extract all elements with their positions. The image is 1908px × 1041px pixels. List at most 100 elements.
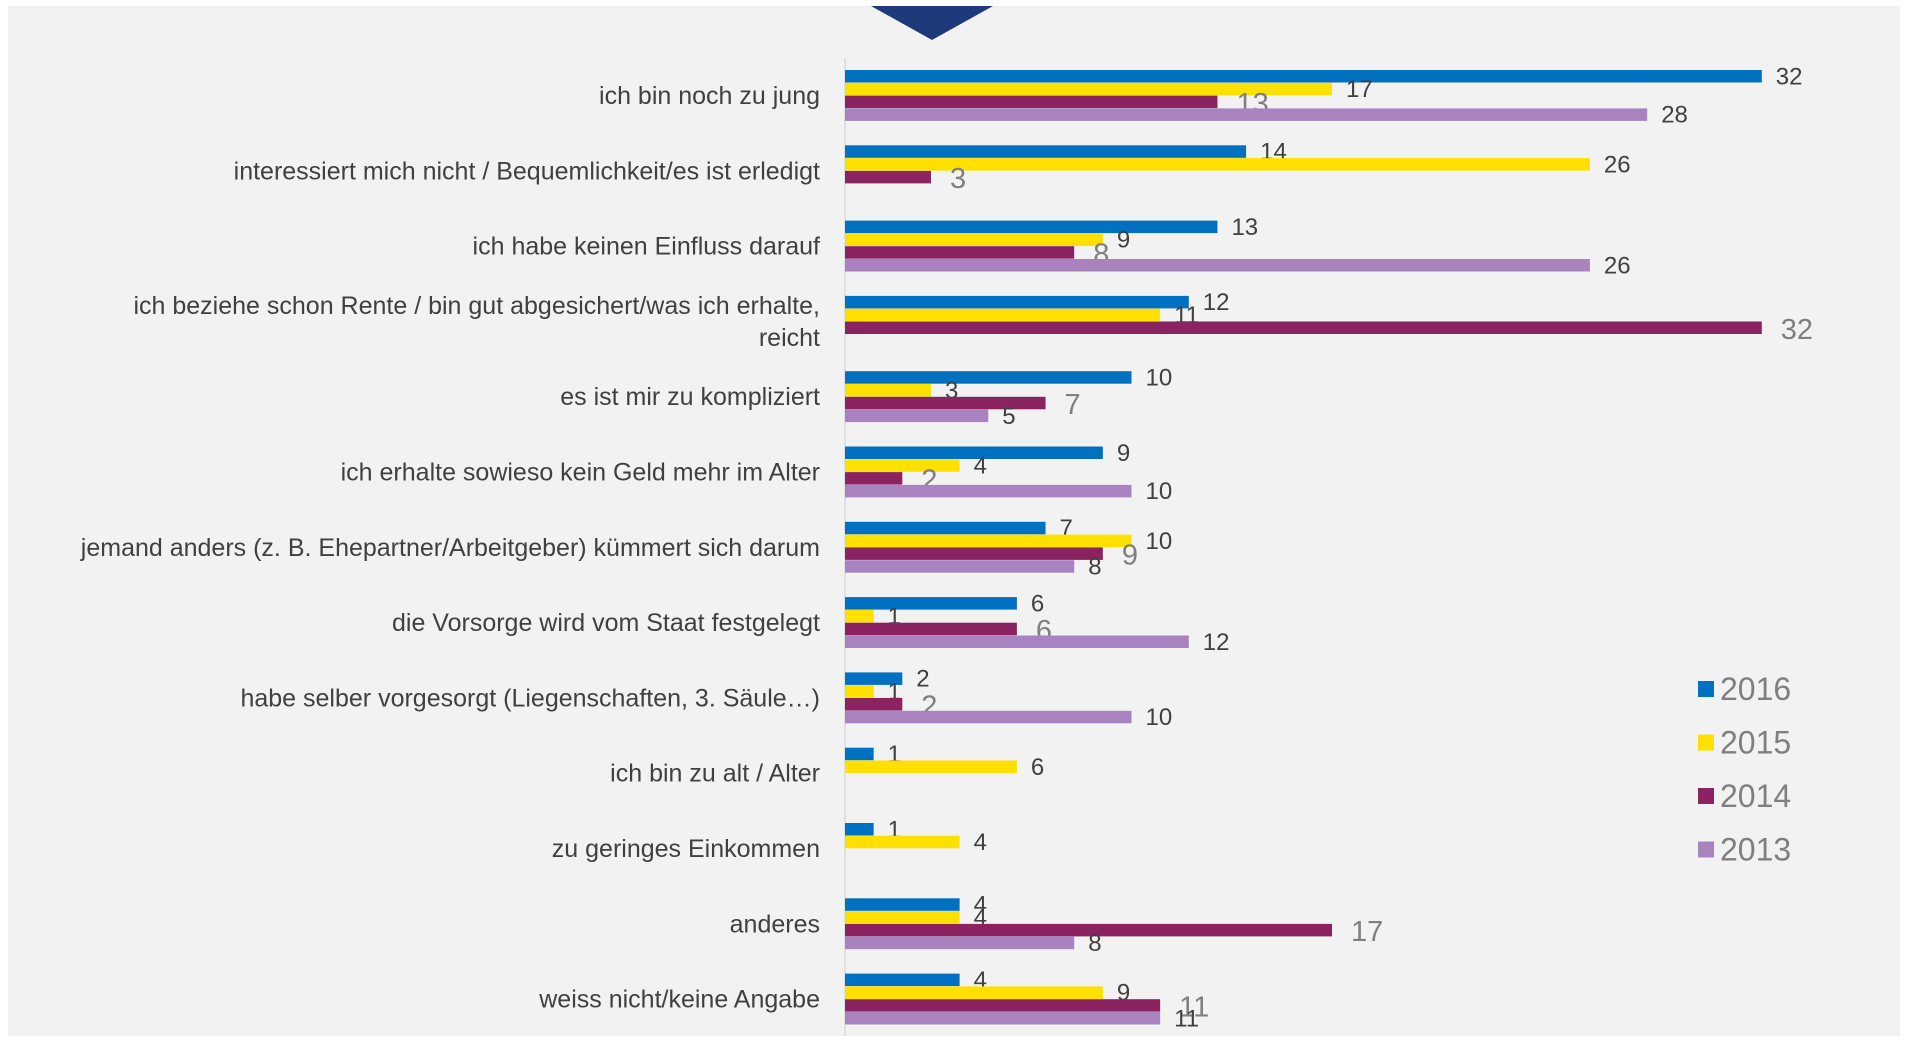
bar-2014 xyxy=(845,622,1017,636)
data-label-2013: 8 xyxy=(1088,553,1101,580)
bar-2015 xyxy=(845,384,931,397)
legend-swatch-2013 xyxy=(1698,841,1714,858)
bar-2014 xyxy=(845,923,1333,937)
data-label-2013: 5 xyxy=(1002,403,1015,430)
legend-label-2016: 2016 xyxy=(1720,671,1791,707)
data-label-2016: 32 xyxy=(1776,63,1803,90)
bar-2016 xyxy=(845,973,960,987)
data-label-2016: 2 xyxy=(916,666,929,693)
bar-2014 xyxy=(845,321,1762,334)
category-label: ich erhalte sowieso kein Geld mehr im Al… xyxy=(341,459,820,487)
category-label: reicht xyxy=(759,324,820,352)
bar-2016 xyxy=(845,295,1189,309)
bar-2013 xyxy=(845,560,1075,573)
category-label: ich habe keinen Einfluss darauf xyxy=(473,233,821,261)
data-label-2013: 10 xyxy=(1146,478,1173,505)
bar-2016 xyxy=(845,70,1762,83)
legend-label-2013: 2013 xyxy=(1720,832,1791,868)
data-label-2015: 10 xyxy=(1146,528,1173,555)
data-label-2016: 4 xyxy=(974,892,987,919)
bar-2013 xyxy=(845,259,1590,272)
bar-2013 xyxy=(845,108,1648,121)
data-label-2016: 9 xyxy=(1117,440,1130,467)
bar-2015 xyxy=(845,685,874,698)
bar-2015 xyxy=(845,760,1017,773)
bar-2015 xyxy=(845,835,960,849)
bar-2014 xyxy=(845,95,1218,109)
data-label-2013: 10 xyxy=(1146,704,1173,731)
category-label: anderes xyxy=(730,910,820,938)
category-label: zu geringes Einkommen xyxy=(552,835,820,863)
bar-2013 xyxy=(845,409,989,423)
category-label: habe selber vorgesorgt (Liegenschaften, … xyxy=(240,684,820,712)
bar-2014 xyxy=(845,547,1103,560)
data-label-2016: 12 xyxy=(1203,289,1230,316)
category-label: interessiert mich nicht / Bequemlichkeit… xyxy=(234,157,820,185)
bar-2013 xyxy=(845,635,1189,648)
data-label-2016: 6 xyxy=(1031,590,1044,617)
bar-2016 xyxy=(845,220,1218,234)
data-label-2014: 17 xyxy=(1351,916,1383,948)
bar-2013 xyxy=(845,710,1132,724)
legend-label-2014: 2014 xyxy=(1720,778,1791,814)
data-label-2013: 8 xyxy=(1088,930,1101,957)
data-label-2015: 4 xyxy=(974,829,987,856)
data-label-2014: 32 xyxy=(1781,314,1813,346)
data-label-2015: 17 xyxy=(1346,76,1373,103)
bar-2016 xyxy=(845,371,1132,384)
bar-2015 xyxy=(845,911,960,924)
category-label: weiss nicht/keine Angabe xyxy=(538,986,820,1014)
data-label-2013: 11 xyxy=(1174,1005,1199,1032)
data-label-2014: 3 xyxy=(950,163,966,195)
bar-2015 xyxy=(845,158,1590,171)
data-label-2015: 4 xyxy=(974,453,987,480)
category-label: es ist mir zu kompliziert xyxy=(560,383,820,411)
bar-2015 xyxy=(845,82,1333,96)
data-label-2015: 26 xyxy=(1604,151,1631,178)
bar-2014 xyxy=(845,472,903,485)
category-label: ich bin noch zu jung xyxy=(599,82,820,110)
data-label-2014: 11 xyxy=(1179,991,1209,1023)
bar-2015 xyxy=(845,534,1132,548)
legend-swatch-2014 xyxy=(1698,788,1714,804)
data-label-2016: 13 xyxy=(1231,214,1258,241)
bar-2014 xyxy=(845,246,1075,259)
bar-2016 xyxy=(845,672,903,685)
category-label: ich bin zu alt / Alter xyxy=(610,760,820,788)
bar-2013 xyxy=(845,1012,1161,1025)
bar-2016 xyxy=(845,145,1247,158)
data-label-2016: 10 xyxy=(1146,364,1173,391)
data-label-2013: 12 xyxy=(1203,629,1230,656)
bar-2016 xyxy=(845,446,1103,459)
data-label-2013: 28 xyxy=(1661,102,1688,129)
legend-label-2015: 2015 xyxy=(1720,725,1791,761)
legend-swatch-2015 xyxy=(1698,734,1714,751)
bar-2013 xyxy=(845,484,1132,498)
header-marker xyxy=(871,6,993,40)
bar-2014 xyxy=(845,170,931,184)
bar-2014 xyxy=(845,698,903,711)
data-label-2015: 6 xyxy=(1031,754,1044,781)
bar-2014 xyxy=(845,999,1161,1012)
bar-2015 xyxy=(845,459,960,472)
bar-2016 xyxy=(845,747,874,761)
legend-swatch-2016 xyxy=(1698,681,1714,697)
bar-2013 xyxy=(845,936,1075,950)
bar-2014 xyxy=(845,396,1046,410)
bar-2016 xyxy=(845,823,874,836)
bar-2015 xyxy=(845,308,1161,322)
data-label-2015: 9 xyxy=(1117,227,1130,254)
bar-2015 xyxy=(845,609,874,623)
bar-2015 xyxy=(845,233,1103,246)
data-label-2013: 26 xyxy=(1604,252,1631,279)
bar-2015 xyxy=(845,986,1103,999)
data-label-2014: 7 xyxy=(1065,389,1081,421)
chart-area: ich bin noch zu jung 32 17 13 28 interessiert… xyxy=(8,6,1900,1036)
category-label: die Vorsorge wird vom Staat festgelegt xyxy=(392,609,820,637)
category-label: jemand anders (z. B. Ehepartner/Arbeitge… xyxy=(80,534,820,562)
bar-2016 xyxy=(845,597,1017,610)
bar-2016 xyxy=(845,898,960,911)
data-label-2014: 9 xyxy=(1122,540,1138,572)
bar-2016 xyxy=(845,521,1046,535)
